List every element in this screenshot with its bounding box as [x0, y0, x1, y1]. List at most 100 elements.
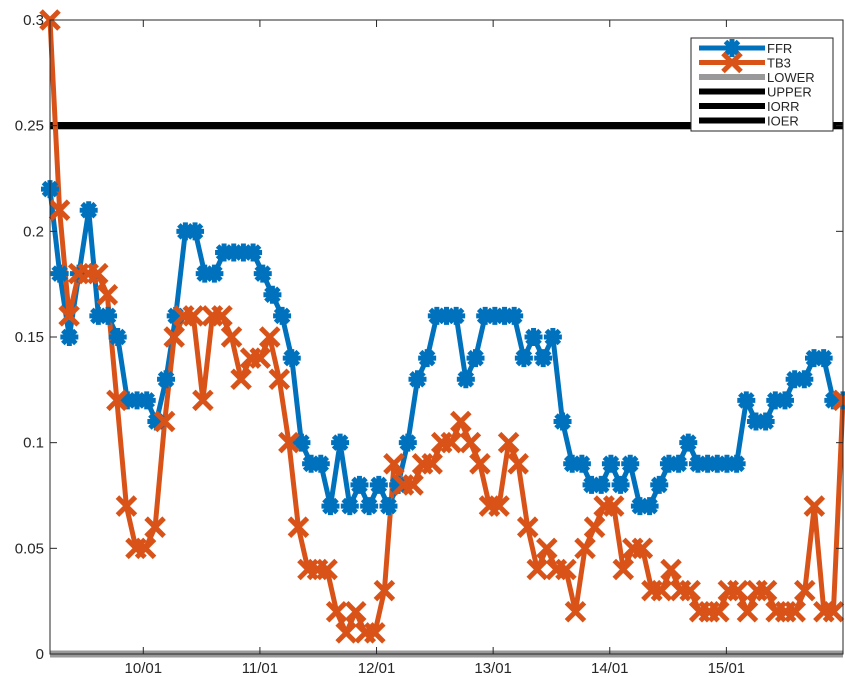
ffr-marker-12	[157, 370, 176, 389]
tb3-marker-60	[612, 558, 635, 581]
ffr-marker-43	[456, 370, 475, 389]
tb3-marker-80	[803, 495, 826, 517]
tb3-marker-42	[440, 431, 463, 454]
tb3-marker-22	[249, 347, 271, 369]
tb3-marker-6	[96, 283, 119, 306]
tb3-marker-51	[526, 558, 549, 581]
legend-label-tb3: TB3	[767, 56, 791, 71]
ffr-marker-20	[234, 243, 253, 262]
ffr-marker-6	[99, 306, 118, 325]
ffr-marker-53	[553, 412, 572, 431]
tb3-marker-30	[325, 600, 348, 623]
ffr-marker-18	[215, 243, 234, 262]
ffr-marker-64	[659, 454, 678, 473]
tb3-marker-73	[736, 600, 759, 623]
ffr-marker-46	[485, 306, 504, 325]
tb3-marker-35	[373, 579, 396, 602]
ffr-marker-9	[128, 391, 147, 410]
tb3-marker-11	[144, 516, 166, 538]
tb3-marker-7	[106, 389, 128, 412]
tb3-marker-43	[450, 410, 472, 433]
ffr-marker-37	[398, 433, 417, 452]
ffr-marker-21	[244, 243, 263, 262]
tb3-marker-12	[153, 410, 176, 433]
ffr-marker-71	[727, 454, 746, 473]
legend-label-iorr: IORR	[767, 99, 800, 114]
ffr-marker-45	[476, 306, 495, 325]
tb3-marker-82	[822, 600, 845, 623]
tb3-marker-8	[115, 495, 138, 517]
ffr-marker-76	[775, 391, 794, 410]
ffr-marker-27	[302, 454, 321, 473]
legend-marker-ffr	[723, 39, 741, 57]
ffr-marker-10	[137, 391, 156, 410]
ffr-marker-60	[621, 454, 640, 473]
ffr-marker-17	[205, 264, 224, 283]
ffr-marker-67	[688, 454, 707, 473]
ffr-marker-41	[437, 306, 456, 325]
tb3-marker-48	[497, 431, 520, 454]
ffr-marker-58	[601, 454, 620, 473]
tb3-marker-29	[316, 558, 338, 581]
ffr-marker-47	[495, 306, 514, 325]
tb3-marker-52	[536, 537, 558, 560]
ffr-marker-56	[582, 475, 601, 494]
tb3-marker-55	[564, 600, 587, 623]
ffr-marker-15	[186, 222, 205, 241]
x-tick-label: 10/01	[125, 660, 163, 677]
tb3-marker-45	[469, 453, 491, 475]
tb3-marker-44	[459, 431, 482, 454]
ffr-marker-52	[543, 328, 562, 346]
ffr-marker-14	[176, 222, 195, 241]
tb3-marker-38	[402, 474, 424, 496]
tb3-marker-70	[708, 600, 730, 623]
ffr-marker-19	[224, 243, 243, 262]
tb3-marker-59	[602, 495, 625, 517]
ffr-marker-72	[737, 391, 756, 410]
x-tick-label: 15/01	[708, 660, 746, 677]
tb3-marker-64	[650, 579, 673, 602]
y-tick-label: 0.15	[15, 329, 44, 346]
tb3-marker-62	[631, 537, 654, 560]
tb3-marker-57	[583, 516, 606, 538]
ffr-marker-33	[360, 497, 379, 516]
ffr-marker-35	[379, 497, 398, 516]
ffr-marker-29	[321, 497, 340, 516]
ffr-marker-51	[534, 349, 553, 368]
ffr-marker-11	[147, 412, 166, 431]
ffr-marker-32	[350, 475, 369, 494]
ffr-marker-81	[824, 391, 843, 410]
tb3-marker-75	[755, 579, 778, 602]
ffr-marker-80	[814, 349, 833, 368]
tb3-marker-26	[287, 516, 310, 538]
tb3-marker-56	[574, 537, 596, 560]
x-tick-label: 11/01	[242, 660, 278, 677]
ffr-marker-24	[273, 306, 292, 325]
ffr-marker-69	[708, 454, 727, 473]
y-tick-label: 0.05	[15, 540, 44, 557]
ffr-marker-2	[60, 328, 79, 346]
ffr-marker-50	[524, 328, 543, 346]
tb3-marker-13	[163, 326, 185, 348]
tb3-marker-24	[268, 368, 291, 391]
ffr-marker-36	[389, 475, 408, 494]
tb3-marker-10	[134, 537, 157, 560]
ffr-marker-16	[195, 264, 214, 283]
ffr-marker-68	[698, 454, 717, 473]
ffr-marker-44	[466, 349, 485, 368]
ffr-marker-73	[746, 412, 765, 431]
ffr-marker-75	[766, 391, 785, 410]
tb3-marker-19	[220, 326, 243, 348]
ffr-marker-30	[331, 433, 350, 452]
tb3-marker-20	[230, 368, 252, 391]
tb3-marker-54	[555, 558, 577, 581]
tb3-marker-34	[364, 622, 386, 644]
ffr-marker-28	[311, 454, 330, 473]
ffr-marker-4	[79, 201, 98, 220]
legend-label-upper: UPPER	[767, 85, 812, 100]
ffr-marker-55	[572, 454, 591, 473]
ffr-marker-39	[418, 349, 437, 368]
ffr-marker-66	[679, 433, 698, 452]
ffr-marker-8	[118, 391, 137, 410]
